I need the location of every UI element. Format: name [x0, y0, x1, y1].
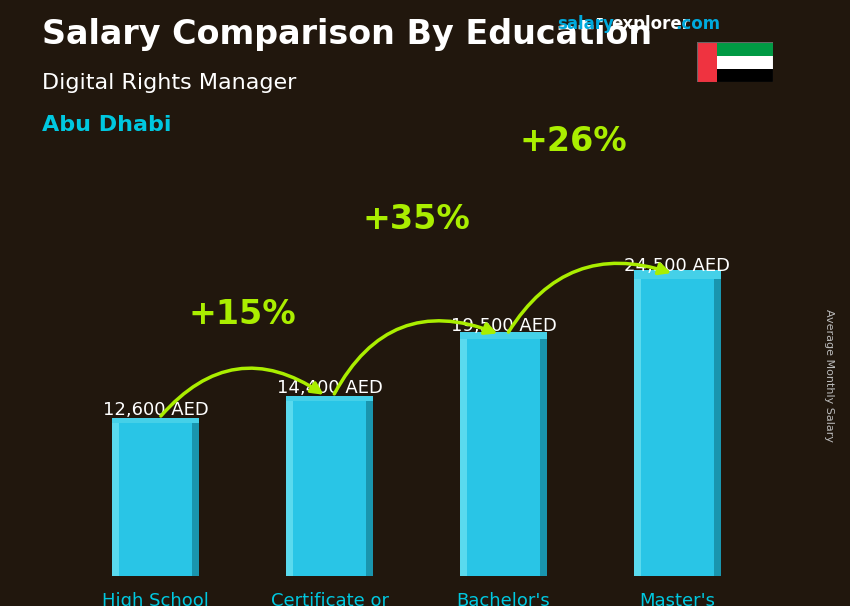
Text: +26%: +26%: [519, 125, 626, 158]
Bar: [460, 339, 467, 576]
Text: +35%: +35%: [363, 204, 470, 236]
Text: Average Monthly Salary: Average Monthly Salary: [824, 309, 834, 442]
Polygon shape: [460, 332, 547, 339]
Bar: [697, 42, 717, 82]
Bar: [634, 279, 641, 576]
Bar: [192, 423, 199, 576]
Bar: [540, 339, 547, 576]
Text: 19,500 AED: 19,500 AED: [450, 317, 557, 335]
Bar: [112, 423, 119, 576]
Bar: [714, 279, 721, 576]
FancyBboxPatch shape: [286, 401, 373, 576]
Bar: [717, 68, 774, 82]
Polygon shape: [286, 396, 373, 401]
Bar: [717, 42, 774, 56]
FancyBboxPatch shape: [634, 279, 721, 576]
Polygon shape: [112, 418, 199, 423]
Text: 24,500 AED: 24,500 AED: [625, 256, 730, 275]
Bar: [286, 401, 293, 576]
Polygon shape: [634, 270, 721, 279]
Text: +15%: +15%: [189, 298, 297, 331]
Text: Digital Rights Manager: Digital Rights Manager: [42, 73, 297, 93]
Text: 14,400 AED: 14,400 AED: [276, 379, 382, 397]
Text: Salary Comparison By Education: Salary Comparison By Education: [42, 18, 653, 51]
FancyBboxPatch shape: [112, 423, 199, 576]
Text: salary: salary: [557, 15, 614, 33]
FancyBboxPatch shape: [460, 339, 547, 576]
Bar: [717, 56, 774, 68]
Text: explorer: explorer: [611, 15, 690, 33]
Text: 12,600 AED: 12,600 AED: [103, 401, 208, 419]
Text: Abu Dhabi: Abu Dhabi: [42, 115, 172, 135]
Bar: [366, 401, 373, 576]
Text: .com: .com: [675, 15, 720, 33]
